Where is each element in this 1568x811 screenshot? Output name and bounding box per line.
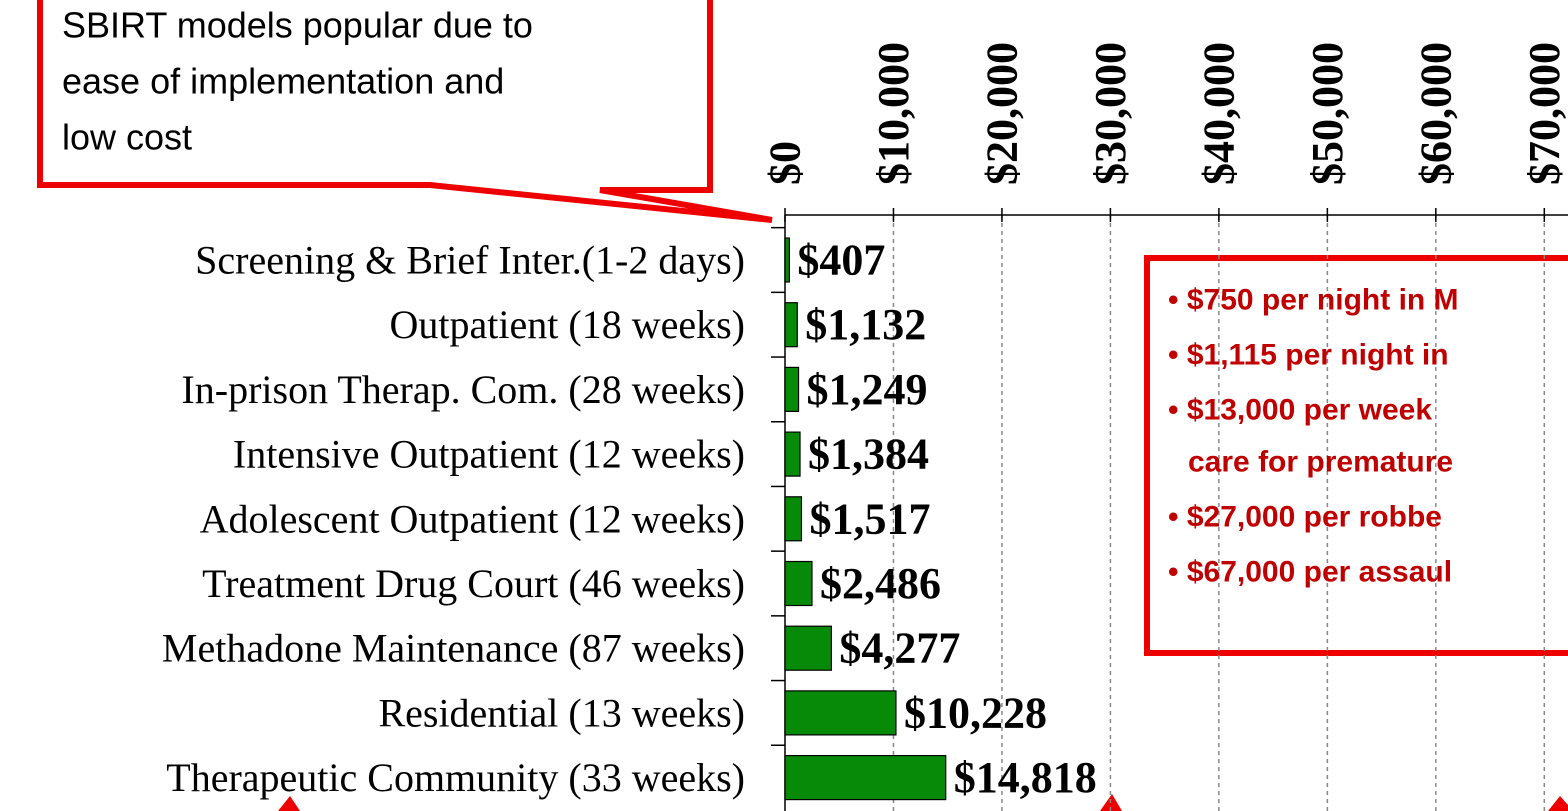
x-tick-label: $40,000 [1194, 42, 1243, 185]
callout-box [37, 0, 773, 223]
y-tick-label: Methadone Maintenance (87 weeks) [162, 626, 745, 671]
x-tick-label: $10,000 [869, 42, 918, 185]
y-tick-label: Residential (13 weeks) [378, 690, 745, 735]
x-tick-label: $30,000 [1086, 42, 1135, 185]
note-text: care for premature [1188, 446, 1453, 479]
bar [784, 496, 803, 542]
note-text: • $67,000 per assaul [1168, 556, 1452, 589]
note-text: • $750 per night in M [1168, 284, 1459, 317]
value-label: $1,517 [809, 494, 930, 543]
note-text: • $27,000 per robbe [1168, 501, 1442, 534]
note-text: • $13,000 per week [1168, 394, 1432, 427]
y-tick-label: Therapeutic Community (33 weeks) [166, 755, 745, 800]
value-label: $1,384 [808, 430, 929, 479]
arrow [278, 796, 300, 811]
y-tick-label: Adolescent Outpatient (12 weeks) [200, 496, 745, 541]
x-tick-label: $0 [761, 141, 810, 185]
value-label: $1,249 [807, 365, 928, 414]
bar [784, 237, 791, 283]
callout-text: low cost [62, 117, 192, 158]
arrow [1548, 796, 1568, 811]
y-tick-label: Intensive Outpatient (12 weeks) [233, 432, 745, 477]
callout-text: SBIRT models popular due to [62, 5, 533, 46]
x-tick-label: $20,000 [977, 42, 1026, 185]
value-label: $2,486 [820, 559, 941, 608]
value-label: $14,818 [954, 753, 1097, 802]
y-tick-label: Outpatient (18 weeks) [390, 302, 745, 347]
value-label: $407 [797, 236, 885, 285]
y-tick-label: In-prison Therap. Com. (28 weeks) [181, 367, 745, 412]
x-tick-label: $50,000 [1303, 42, 1352, 185]
callout-text: ease of implementation and [62, 61, 504, 102]
value-label: $4,277 [839, 624, 960, 673]
bar [784, 366, 800, 412]
x-tick-label: $70,000 [1520, 42, 1568, 185]
x-tick-label: $60,000 [1411, 42, 1460, 185]
bar [784, 754, 947, 801]
y-tick-label: Screening & Brief Inter.(1-2 days) [195, 238, 745, 283]
y-tick-label: Treatment Drug Court (46 weeks) [202, 561, 745, 606]
bar [784, 560, 813, 607]
note-text: • $1,115 per night in [1168, 339, 1449, 372]
value-label: $10,228 [904, 688, 1047, 737]
note-box [1144, 255, 1568, 656]
bar [784, 431, 801, 477]
bar [784, 690, 897, 736]
bar [784, 625, 832, 671]
value-label: $1,132 [805, 300, 926, 349]
bar [784, 302, 798, 348]
